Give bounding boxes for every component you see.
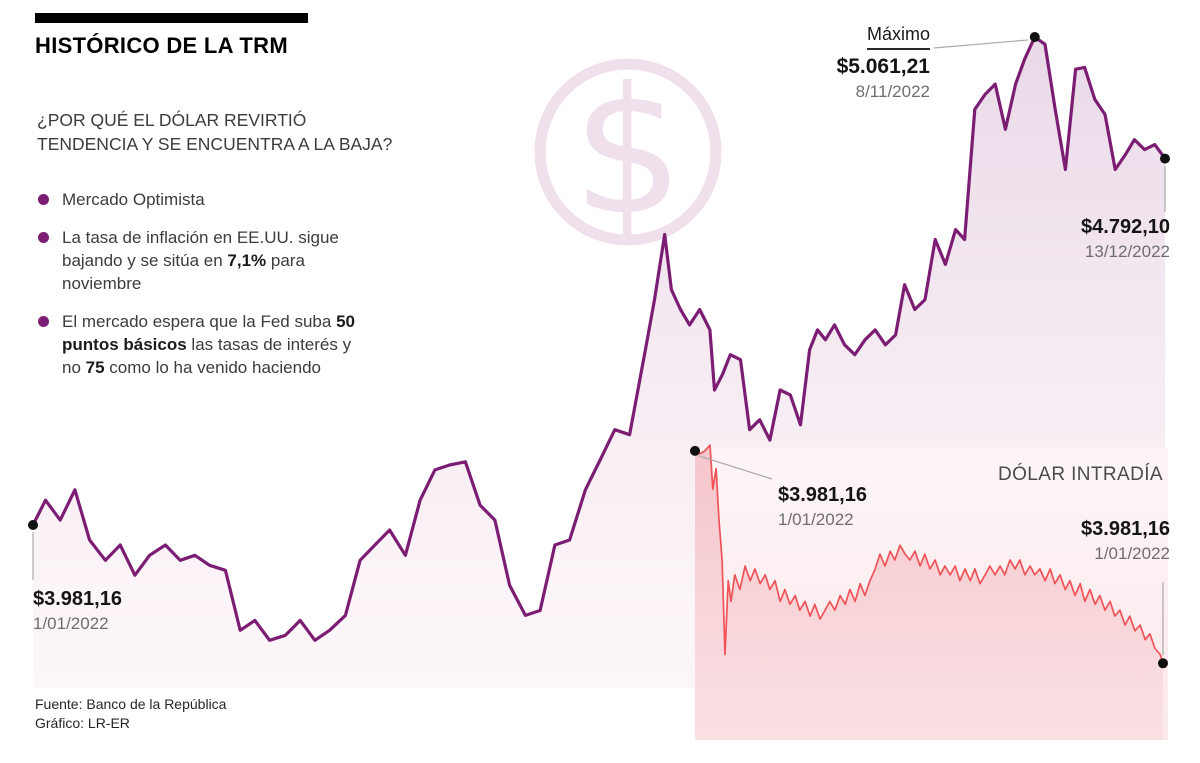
dollar-watermark: $ <box>534 51 722 254</box>
bullet-dot-icon <box>38 194 49 205</box>
annotation-intraday-end: $3.981,16 1/01/2022 <box>1020 518 1170 564</box>
annotation-connector <box>933 39 1028 49</box>
annotation-max-value: $5.061,21 <box>836 55 930 78</box>
start-point-dot <box>28 520 38 530</box>
bullet-item: La tasa de inflación en EE.UU. sigue baj… <box>38 226 358 295</box>
footer: Fuente: Banco de la República Gráfico: L… <box>35 695 226 733</box>
intraday-line <box>694 444 1164 665</box>
page-title: HISTÓRICO DE LA TRM <box>35 33 288 58</box>
annotation-start: $3.981,16 1/01/2022 <box>33 588 122 634</box>
annotation-intraday-start: $3.981,16 1/01/2022 <box>778 484 867 530</box>
annotation-end: $4.792,10 13/12/2022 <box>1020 216 1170 262</box>
annotation-max: Máximo $5.061,21 8/11/2022 <box>788 24 930 102</box>
annotation-start-value: $3.981,16 <box>33 588 122 610</box>
bullet-dot-icon <box>38 316 49 327</box>
annotation-max-date: 8/11/2022 <box>855 82 930 101</box>
bullet-item: El mercado espera que la Fed suba 50 pun… <box>38 310 358 379</box>
bullet-text: El mercado espera que la Fed suba 50 pun… <box>62 312 355 377</box>
bullet-text: La tasa de inflación en EE.UU. sigue baj… <box>62 228 339 293</box>
intraday-start-dot <box>690 445 700 456</box>
intraday-series <box>694 444 1168 740</box>
question: ¿POR QUÉ EL DÓLAR REVIRTIÓ TENDENCIA Y S… <box>37 108 392 156</box>
chart-annotations <box>28 32 1170 669</box>
question-line-2: TENDENCIA Y SE ENCUENTRA A LA BAJA? <box>37 134 393 154</box>
annotation-connector <box>698 455 773 480</box>
annotation-start-date: 1/01/2022 <box>33 614 109 633</box>
source-credit: Fuente: Banco de la República <box>35 696 227 712</box>
intraday-area <box>695 445 1163 740</box>
dollar-sign-icon: $ <box>572 51 683 254</box>
bullet-dot-icon <box>38 232 49 243</box>
annotation-intraday-end-value: $3.981,16 <box>1081 518 1170 540</box>
annotation-end-date: 13/12/2022 <box>1084 242 1170 261</box>
bullet-list: Mercado Optimista La tasa de inflación en… <box>38 188 358 379</box>
bullet-text: Mercado Optimista <box>62 190 205 209</box>
annotation-end-value: $4.792,10 <box>1081 216 1170 238</box>
annotation-intraday-start-value: $3.981,16 <box>778 484 867 506</box>
end-point-dot <box>1160 153 1170 164</box>
question-line-1: ¿POR QUÉ EL DÓLAR REVIRTIÓ <box>37 110 307 130</box>
graphic-credit: Gráfico: LR-ER <box>35 715 130 731</box>
bullet-item: Mercado Optimista <box>38 188 358 211</box>
annotation-intraday-start-date: 1/01/2022 <box>778 510 854 529</box>
max-point-dot <box>1029 32 1040 42</box>
intraday-end-dot <box>1158 658 1168 669</box>
annotation-intraday-end-date: 1/01/2022 <box>1094 544 1170 563</box>
watermark-ring <box>534 58 722 246</box>
annotation-max-label: Máximo <box>866 24 930 50</box>
intraday-chart-title: DÓLAR INTRADÍA <box>997 464 1163 485</box>
title-rule <box>35 13 308 23</box>
trm-line <box>31 35 1167 642</box>
